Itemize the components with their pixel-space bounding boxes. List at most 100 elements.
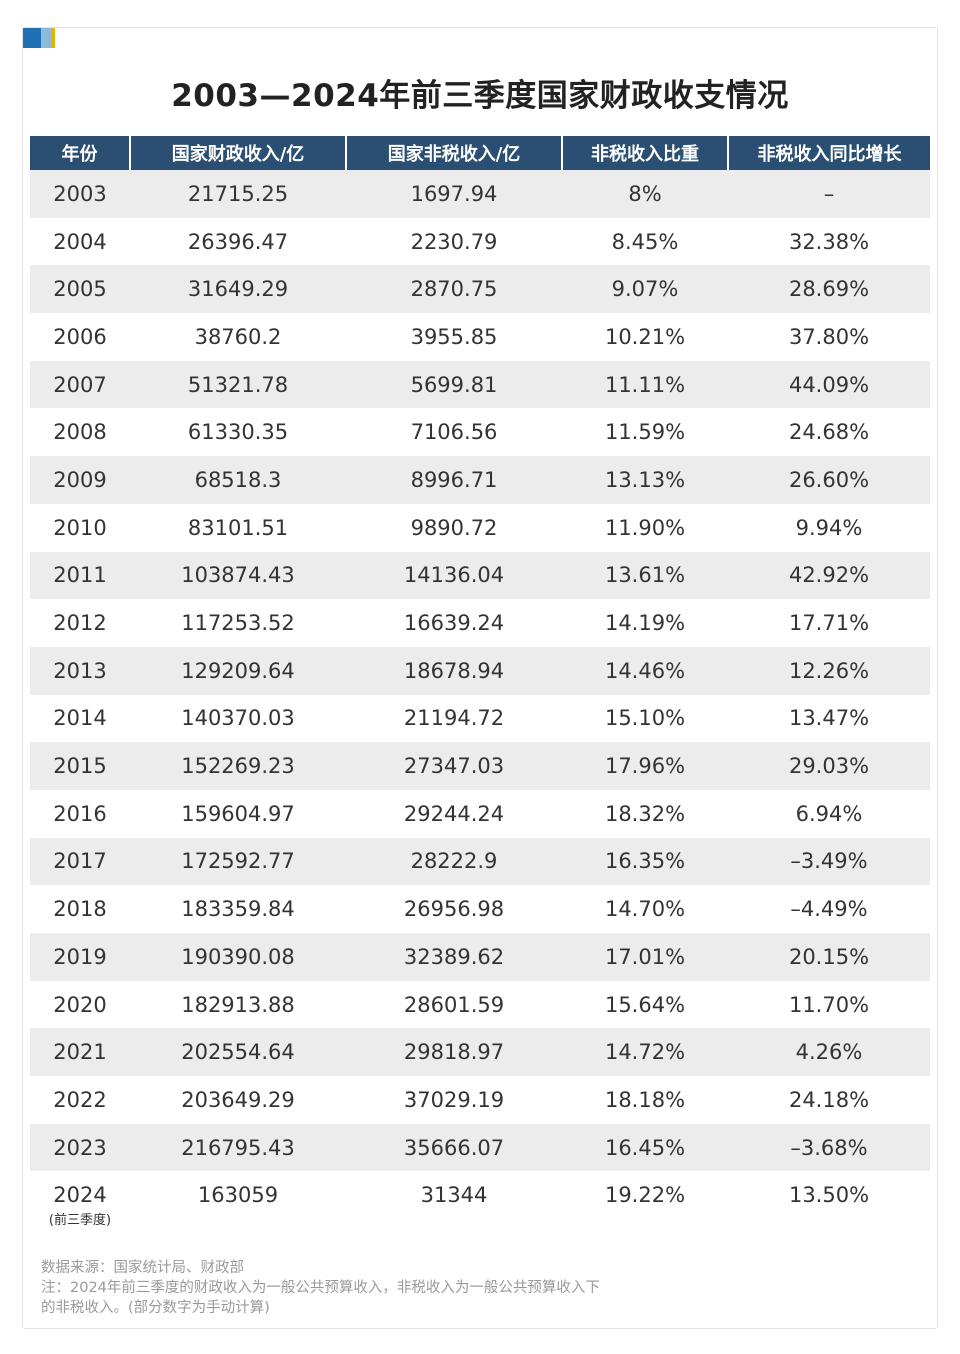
year-value: 2008	[53, 420, 107, 445]
column-header-revenue: 国家财政收入/亿	[130, 136, 347, 170]
cell-nontax: 31344	[346, 1171, 562, 1238]
cell-growth: –3.68%	[728, 1123, 930, 1172]
cell-revenue: 202554.64	[130, 1028, 346, 1077]
cell-share: 14.19%	[562, 599, 728, 647]
table-header-row: 年份 国家财政收入/亿 国家非税收入/亿 非税收入比重 非税收入同比增长	[30, 136, 930, 170]
cell-year: 2012	[30, 599, 130, 647]
cell-year: 2019	[30, 933, 130, 981]
cell-year: 2007	[30, 360, 130, 409]
footnote-line-1: 注：2024年前三季度的财政收入为一般公共预算收入，非税收入为一般公共预算收入下	[41, 1280, 600, 1296]
cell-share: 18.18%	[562, 1076, 728, 1124]
year-value: 2017	[53, 849, 107, 874]
column-header-nontax: 国家非税收入/亿	[346, 136, 563, 170]
cell-revenue: 140370.03	[130, 694, 346, 743]
cell-year: 2004	[30, 217, 130, 266]
cell-nontax: 2230.79	[346, 217, 562, 266]
cell-share: 17.96%	[562, 742, 728, 790]
cell-share: 10.21%	[562, 313, 728, 361]
table-row: 2020 182913.88 28601.59 15.64% 11.70%	[30, 980, 930, 1029]
cell-growth: 12.26%	[728, 646, 930, 695]
cell-share: 13.13%	[562, 456, 728, 504]
table-row: 2016 159604.97 29244.24 18.32% 6.94%	[30, 789, 930, 838]
cell-share: 11.11%	[562, 360, 728, 409]
cell-revenue: 83101.51	[130, 503, 346, 552]
cell-share: 9.07%	[562, 265, 728, 314]
cell-growth: –	[728, 170, 930, 218]
year-value: 2022	[53, 1087, 107, 1112]
cell-revenue: 216795.43	[130, 1123, 346, 1172]
cell-revenue: 183359.84	[130, 885, 346, 933]
cell-growth: 28.69%	[728, 265, 930, 314]
table-row: 2007 51321.78 5699.81 11.11% 44.09%	[30, 360, 930, 409]
cell-share: 8%	[562, 170, 728, 218]
year-value: 2016	[53, 801, 107, 826]
cell-revenue: 21715.25	[130, 170, 346, 218]
cell-share: 16.45%	[562, 1123, 728, 1172]
cell-nontax: 8996.71	[346, 456, 562, 504]
table-card: 2003—2024年前三季度国家财政收支情况 年份 国家财政收入/亿 国家非税收…	[22, 27, 938, 1329]
cell-growth: 9.94%	[728, 503, 930, 552]
cell-nontax: 16639.24	[346, 599, 562, 647]
cell-nontax: 29818.97	[346, 1028, 562, 1077]
cell-revenue: 190390.08	[130, 933, 346, 981]
cell-nontax: 3955.85	[346, 313, 562, 361]
cell-nontax: 28222.9	[346, 837, 562, 886]
cell-revenue: 203649.29	[130, 1076, 346, 1124]
cell-revenue: 51321.78	[130, 360, 346, 409]
cell-year: 2009	[30, 456, 130, 504]
cell-share: 14.70%	[562, 885, 728, 933]
column-header-year: 年份	[30, 136, 131, 170]
cell-revenue: 26396.47	[130, 217, 346, 266]
cell-nontax: 21194.72	[346, 694, 562, 743]
footnote-line-2: 的非税收入。(部分数字为手动计算)	[41, 1300, 270, 1316]
cell-growth: 6.94%	[728, 789, 930, 838]
table-row: 2010 83101.51 9890.72 11.90% 9.94%	[30, 503, 930, 552]
cell-growth: 42.92%	[728, 551, 930, 600]
cell-nontax: 32389.62	[346, 933, 562, 981]
year-value: 2024	[53, 1183, 107, 1208]
table-row: 2008 61330.35 7106.56 11.59% 24.68%	[30, 408, 930, 457]
cell-year: 2010	[30, 503, 130, 552]
cell-nontax: 26956.98	[346, 885, 562, 933]
cell-year: 2018	[30, 885, 130, 933]
cell-nontax: 27347.03	[346, 742, 562, 790]
cell-year: 2014	[30, 694, 130, 743]
page-title: 2003—2024年前三季度国家财政收支情况	[171, 78, 789, 114]
cell-nontax: 9890.72	[346, 503, 562, 552]
cell-share: 17.01%	[562, 933, 728, 981]
cell-growth: 24.18%	[728, 1076, 930, 1124]
cell-share: 14.72%	[562, 1028, 728, 1077]
cell-nontax: 5699.81	[346, 360, 562, 409]
cell-year: 2008	[30, 408, 130, 457]
cell-year: 2022	[30, 1076, 130, 1124]
year-note: (前三季度)	[48, 1213, 112, 1229]
cell-share: 13.61%	[562, 551, 728, 600]
cell-year: 2016	[30, 789, 130, 838]
table-body: 2003 21715.25 1697.94 8% – 2004 26396.47 2230.7…	[30, 170, 930, 1238]
cell-year: 2006	[30, 313, 130, 361]
cell-growth: 32.38%	[728, 217, 930, 266]
cell-nontax: 35666.07	[346, 1123, 562, 1172]
cell-share: 14.46%	[562, 646, 728, 695]
cell-share: 19.22%	[562, 1171, 728, 1238]
cell-year: 2020	[30, 980, 130, 1029]
cell-year: 2021	[30, 1028, 130, 1077]
year-value: 2015	[53, 754, 107, 779]
cell-growth: 4.26%	[728, 1028, 930, 1077]
year-value: 2023	[53, 1135, 107, 1160]
cell-growth: 17.71%	[728, 599, 930, 647]
cell-growth: 20.15%	[728, 933, 930, 981]
cell-nontax: 28601.59	[346, 980, 562, 1029]
year-value: 2003	[53, 181, 107, 206]
cell-growth: 26.60%	[728, 456, 930, 504]
cell-revenue: 103874.43	[130, 551, 346, 600]
cell-growth: 13.47%	[728, 694, 930, 743]
cell-share: 16.35%	[562, 837, 728, 886]
year-value: 2009	[53, 467, 107, 492]
cell-year: 2024 (前三季度)	[30, 1171, 130, 1238]
cell-year: 2003	[30, 170, 130, 218]
table-row: 2019 190390.08 32389.62 17.01% 20.15%	[30, 933, 930, 981]
cell-revenue: 117253.52	[130, 599, 346, 647]
finance-table: 年份 国家财政收入/亿 国家非税收入/亿 非税收入比重 非税收入同比增长 200…	[30, 136, 930, 1238]
cell-growth: 24.68%	[728, 408, 930, 457]
